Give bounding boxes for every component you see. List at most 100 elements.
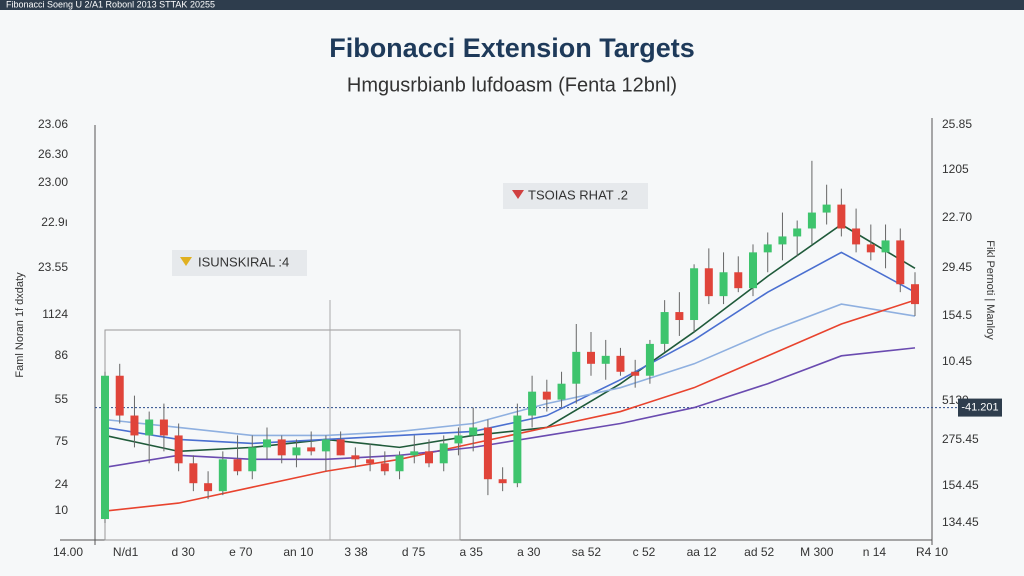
indicator-line	[104, 251, 916, 445]
y2-tick-label: 25.85	[942, 117, 972, 131]
indicator-line	[104, 299, 916, 512]
x-tick-label: a 30	[517, 545, 541, 559]
candle-body	[410, 451, 419, 456]
candle-body	[911, 284, 919, 305]
candle-body	[454, 435, 463, 444]
candle-body	[822, 204, 831, 213]
x-tick-label: d 30	[172, 545, 196, 559]
annotation-box	[503, 183, 648, 209]
annotation: TSOIAS RHAT .2	[528, 187, 628, 202]
candle-body	[174, 435, 183, 464]
reference-label-box	[958, 398, 1002, 417]
candle-body	[145, 419, 154, 436]
x-tick-label: ad 52	[744, 545, 774, 559]
annotation-box	[172, 250, 307, 276]
candle-body	[601, 355, 610, 364]
y-tick-label: 23.06	[38, 117, 68, 131]
x-tick-label: M 300	[800, 545, 834, 559]
candle-body	[866, 244, 875, 253]
candle-body	[218, 459, 227, 492]
candle-body	[204, 483, 213, 492]
candle-body	[469, 427, 478, 436]
candle-body	[749, 252, 757, 289]
x-tick-label: sa 52	[572, 545, 602, 559]
candle-body	[351, 455, 360, 460]
chart-title: Fibonacci Extension Targets	[329, 33, 695, 63]
y-tick-label: 24	[55, 477, 69, 491]
candle-body	[189, 463, 198, 484]
candle-body	[336, 439, 345, 456]
y2-axis-label: Fikl Pernoti | Manloy	[984, 240, 996, 340]
x-tick-label: a 35	[460, 545, 484, 559]
candle-body	[277, 439, 286, 456]
candle-body	[380, 463, 389, 472]
candle-body	[837, 204, 846, 229]
y-axis-label: Faml Noran 1f dxdaty	[14, 272, 26, 378]
annotation: ISUNSKIRAL :4	[198, 254, 289, 269]
x-tick-label: R4 10	[916, 545, 948, 559]
reference-label: -41.201	[961, 401, 998, 413]
candle-body	[763, 244, 772, 253]
candle-body	[660, 312, 669, 344]
y2-tick-label: 134.45	[942, 515, 979, 529]
candle-body	[616, 355, 625, 372]
candle-body	[631, 371, 640, 376]
candle-body	[528, 391, 537, 416]
indicator-line	[104, 303, 916, 437]
candle-body	[263, 439, 271, 448]
candle-body	[852, 228, 861, 245]
header-bar	[0, 0, 1024, 10]
candle-body	[101, 375, 109, 520]
annotation-icon	[180, 257, 192, 266]
candle-body	[292, 447, 301, 456]
candle-body	[896, 240, 905, 285]
header-text: Fibonacci Soeng U 2/A1 Robonl 2013 STTAK…	[6, 0, 215, 9]
candle-body	[395, 455, 404, 472]
y2-tick-label: 275.45	[942, 432, 979, 446]
candle-body	[233, 459, 242, 472]
candle-body	[498, 479, 507, 484]
x-tick-label: aa 12	[687, 545, 717, 559]
y-tick-label: 23.55	[38, 260, 68, 274]
y-tick-label: 26.30	[38, 147, 68, 161]
candle-body	[115, 375, 124, 416]
y-tick-label: 55	[55, 392, 69, 406]
x-tick-label: an 10	[283, 545, 313, 559]
x-tick-label: N/d1	[113, 545, 139, 559]
candle-body	[778, 236, 787, 245]
y-tick-label: 75	[55, 434, 69, 448]
candle-body	[881, 240, 890, 253]
candle-body	[572, 351, 581, 384]
indicator-line	[104, 347, 916, 469]
x-tick-label: d 75	[402, 545, 426, 559]
y-tick-label: 10	[55, 503, 69, 517]
x-tick-label: c 52	[633, 545, 656, 559]
y-tick-label: 86	[55, 348, 69, 362]
candle-body	[159, 419, 168, 436]
x-tick-label: 14.00	[53, 545, 83, 559]
candle-body	[366, 459, 375, 464]
y-tick-label: 22.9ı	[41, 215, 68, 229]
x-tick-label: n 14	[863, 545, 887, 559]
chart-subtitle: Hmgusrbianb lufdoasm (Fenta 12bnl)	[347, 74, 677, 96]
candle-body	[645, 343, 654, 376]
candle-body	[734, 272, 743, 289]
y2-tick-label: 10.45	[942, 354, 972, 368]
y2-tick-label: 22.70	[942, 210, 972, 224]
y-tick-label: 1124	[42, 307, 68, 321]
candle-body	[307, 447, 316, 452]
x-tick-label: 3 38	[344, 545, 368, 559]
candle-body	[719, 272, 728, 297]
y-tick-label: 23.00	[38, 175, 68, 189]
candle-body	[557, 383, 566, 400]
y2-tick-label: 154.5	[942, 308, 972, 322]
candle-body	[439, 443, 448, 464]
y2-tick-label: 1205	[942, 162, 969, 176]
candle-body	[690, 268, 699, 321]
candle-body	[675, 312, 684, 321]
x-tick-label: e 70	[229, 545, 253, 559]
candle-body	[513, 415, 522, 484]
